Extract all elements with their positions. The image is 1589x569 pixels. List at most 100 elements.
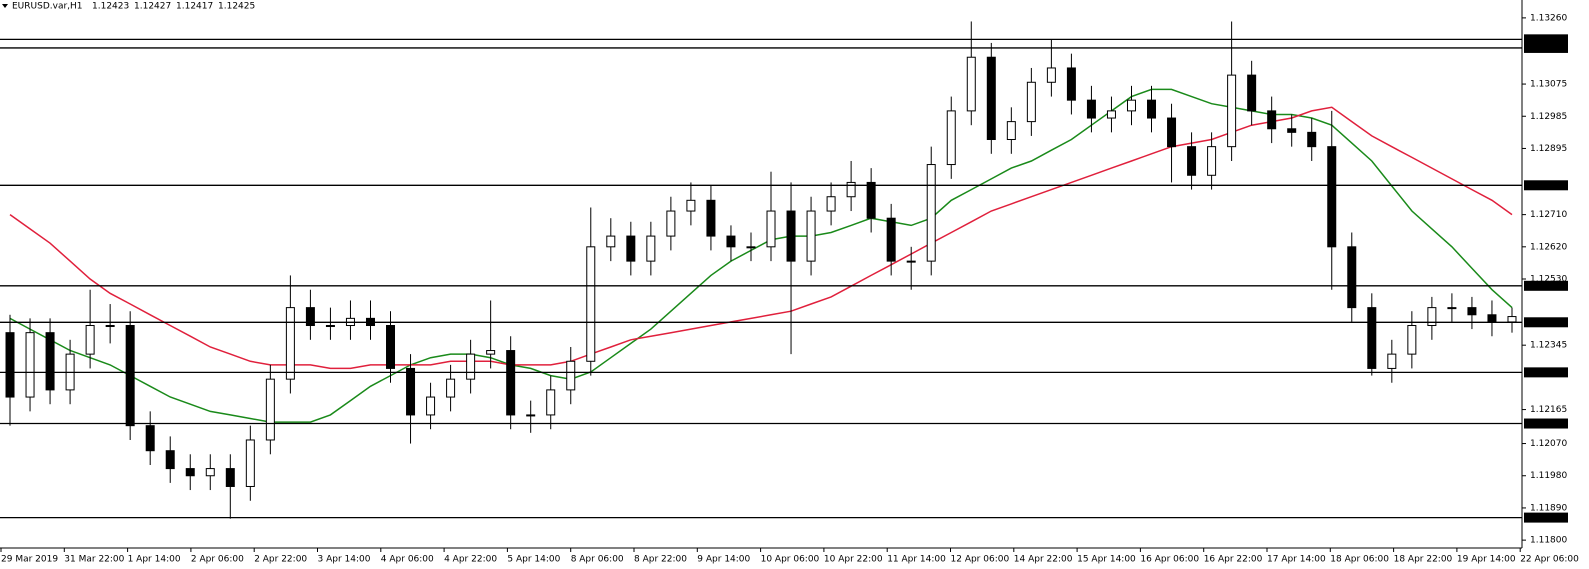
level-label: 1.12269 (1528, 368, 1565, 378)
header-value: 1.12427 (134, 2, 171, 12)
candle-body (1407, 325, 1417, 355)
x-tick-label: 19 Apr 14:00 (1457, 555, 1516, 565)
x-tick-label: 29 Mar 2019 (1, 555, 58, 565)
y-tick-label: 1.12165 (1530, 405, 1567, 415)
y-tick-label: 1.11980 (1530, 471, 1567, 481)
candle-body (466, 353, 476, 380)
candle-body (1287, 128, 1297, 133)
candle-body (386, 325, 396, 369)
menu-arrow[interactable] (2, 4, 8, 8)
x-tick-label: 22 Apr 06:00 (1520, 555, 1579, 565)
candle-body (305, 307, 315, 327)
x-tick-label: 10 Apr 06:00 (761, 555, 820, 565)
x-tick-label: 3 Apr 14:00 (318, 555, 371, 565)
level-label: 1.12409 (1528, 318, 1565, 328)
candle-body (1026, 81, 1036, 123)
candle-body (946, 110, 956, 166)
level-label-bg (1524, 34, 1568, 45)
candle-body (1187, 146, 1197, 176)
y-tick-label: 1.12620 (1530, 242, 1567, 252)
y-tick-label: 1.11890 (1530, 503, 1567, 513)
x-tick-label: 15 Apr 14:00 (1077, 555, 1136, 565)
x-tick-label: 10 Apr 22:00 (824, 555, 883, 565)
candle-body (766, 210, 776, 248)
candle-body (85, 325, 95, 355)
candle-body (906, 260, 916, 263)
candle-body (1447, 307, 1457, 310)
x-tick-label: 8 Apr 06:00 (571, 555, 624, 565)
x-tick-label: 9 Apr 14:00 (697, 555, 750, 565)
candle-body (686, 199, 696, 212)
candle-body (486, 350, 496, 355)
candle-body (1427, 307, 1437, 327)
header-value: 1.12423 (92, 2, 129, 12)
y-tick-label: 1.13260 (1530, 13, 1567, 23)
candle-body (1467, 307, 1477, 316)
x-tick-label: 5 Apr 14:00 (507, 555, 560, 565)
candle-body (225, 468, 235, 487)
level-label: 1.12792 (1528, 181, 1565, 191)
x-tick-label: 18 Apr 22:00 (1394, 555, 1453, 565)
candle-body (586, 246, 596, 362)
candle-body (5, 332, 15, 398)
level-label-bg (1524, 280, 1568, 291)
candle-body (886, 217, 896, 262)
candle-body (746, 246, 756, 249)
level-label: 1.12511 (1528, 281, 1565, 291)
candle-body (806, 210, 816, 262)
level-label-bg (1524, 180, 1568, 191)
candle-body (1006, 121, 1016, 141)
candle-body (285, 307, 295, 380)
x-tick-label: 16 Apr 06:00 (1140, 555, 1199, 565)
candle-body (526, 414, 536, 417)
candle-body (646, 235, 656, 262)
candle-body (105, 325, 115, 328)
candle-body (406, 367, 416, 416)
candle-body (145, 425, 155, 452)
candle-body (1487, 314, 1497, 323)
candle-body (1066, 67, 1076, 101)
x-tick-label: 1 Apr 14:00 (128, 555, 181, 565)
x-tick-label: 16 Apr 22:00 (1204, 555, 1263, 565)
candle-body (1247, 74, 1257, 112)
candle-body (826, 196, 836, 212)
candle-body (185, 468, 195, 477)
candle-body (546, 389, 556, 416)
candle-body (1086, 99, 1096, 119)
x-tick-label: 14 Apr 22:00 (1014, 555, 1073, 565)
candle-body (125, 325, 135, 427)
candle-body (966, 56, 976, 112)
candle-body (1046, 67, 1056, 83)
candle-body (1367, 307, 1377, 369)
level-label: 1.11863 (1528, 513, 1565, 523)
candle-body (1207, 146, 1217, 176)
y-tick-label: 1.12070 (1530, 439, 1567, 449)
x-tick-label: 17 Apr 14:00 (1267, 555, 1326, 565)
y-tick-label: 1.12710 (1530, 210, 1567, 220)
y-tick-label: 1.12895 (1530, 144, 1567, 154)
candle-body (606, 235, 616, 248)
x-tick-label: 2 Apr 22:00 (254, 555, 307, 565)
candle-body (726, 235, 736, 248)
y-tick-label: 1.11800 (1530, 536, 1567, 546)
candle-body (165, 450, 175, 470)
x-tick-label: 2 Apr 06:00 (191, 555, 244, 565)
candle-body (25, 332, 35, 398)
candle-body (986, 56, 996, 141)
level-label-bg (1524, 512, 1568, 523)
level-label-bg (1524, 367, 1568, 378)
candle-body (866, 181, 876, 219)
level-label-bg (1524, 42, 1568, 53)
moving-average (9, 88, 1513, 423)
candle-body (706, 199, 716, 237)
candle-body (786, 210, 796, 262)
candle-body (1267, 110, 1277, 130)
candle-body (325, 325, 335, 328)
candle-body (1147, 99, 1157, 119)
level-label-bg (1524, 418, 1568, 429)
candle-body (205, 468, 215, 477)
candle-body (926, 164, 936, 262)
symbol: EURUSD.var,H1 (12, 2, 83, 12)
